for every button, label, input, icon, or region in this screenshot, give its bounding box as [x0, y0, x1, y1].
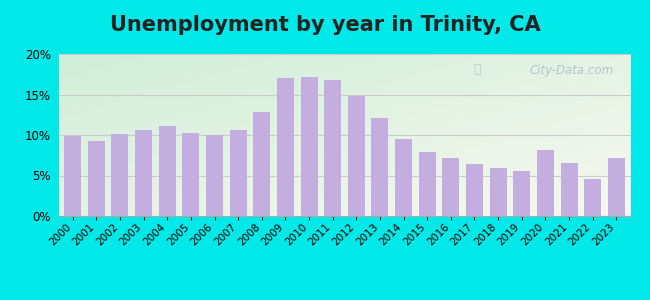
- Bar: [466, 164, 483, 216]
- Bar: [608, 158, 625, 216]
- Bar: [395, 139, 412, 216]
- Bar: [560, 163, 578, 216]
- Bar: [514, 171, 530, 216]
- Bar: [229, 130, 246, 216]
- Bar: [489, 168, 506, 216]
- Text: ⓘ: ⓘ: [473, 63, 481, 76]
- Bar: [88, 141, 105, 216]
- Bar: [135, 130, 152, 216]
- Bar: [537, 150, 554, 216]
- Bar: [584, 179, 601, 216]
- Bar: [254, 112, 270, 216]
- Bar: [300, 77, 318, 216]
- Bar: [183, 133, 200, 216]
- Bar: [371, 118, 389, 216]
- Bar: [111, 134, 129, 216]
- Bar: [419, 152, 436, 216]
- Text: City-Data.com: City-Data.com: [529, 64, 614, 77]
- Bar: [348, 96, 365, 216]
- Bar: [277, 78, 294, 216]
- Text: Unemployment by year in Trinity, CA: Unemployment by year in Trinity, CA: [110, 15, 540, 35]
- Bar: [443, 158, 460, 216]
- Bar: [324, 80, 341, 216]
- Bar: [206, 135, 223, 216]
- Bar: [159, 126, 176, 216]
- Bar: [64, 136, 81, 216]
